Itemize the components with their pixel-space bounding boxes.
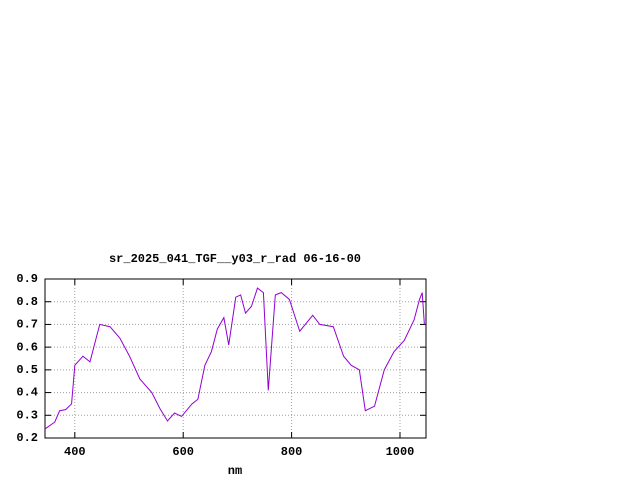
data-line — [44, 287, 425, 430]
y-tick-label: 0.7 — [16, 318, 38, 332]
x-tick-label: 400 — [64, 445, 86, 459]
chart-title: sr_2025_041_TGF__y03_r_rad 06-16-00 — [109, 252, 361, 266]
x-tick-label: 800 — [281, 445, 303, 459]
y-tick-label: 0.2 — [16, 431, 38, 445]
y-tick-label: 0.9 — [16, 272, 38, 286]
y-tick-label: 0.8 — [16, 295, 38, 309]
y-tick-label: 0.5 — [16, 363, 38, 377]
y-tick-label: 0.6 — [16, 340, 38, 354]
x-tick-label: 600 — [172, 445, 194, 459]
y-tick-label: 0.4 — [16, 386, 38, 400]
x-tick-label: 1000 — [386, 445, 415, 459]
y-tick-label: 0.3 — [16, 408, 38, 422]
x-axis-label: nm — [228, 464, 242, 478]
plot-frame — [44, 278, 427, 439]
